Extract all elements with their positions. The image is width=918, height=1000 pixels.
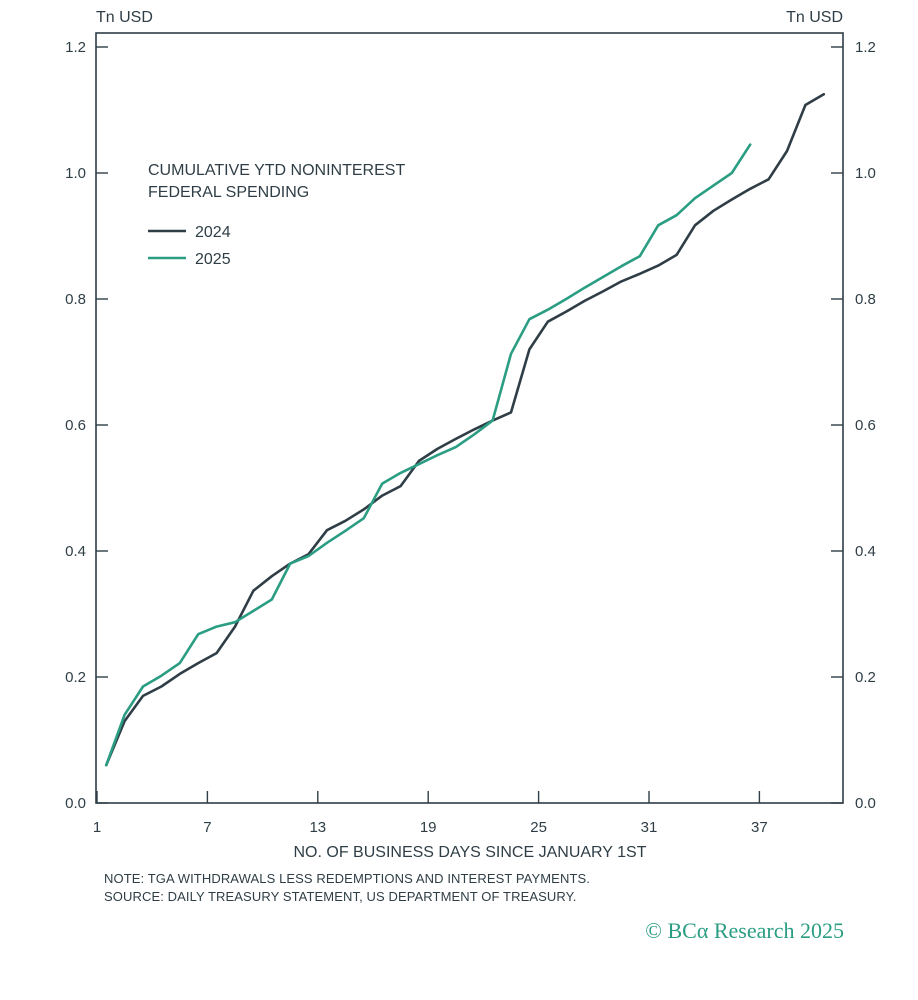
plot-frame bbox=[95, 32, 844, 804]
y-unit-right: Tn USD bbox=[786, 9, 843, 26]
y-unit-left: Tn USD bbox=[96, 9, 153, 26]
y-tick-label-right: 0.0 bbox=[855, 795, 876, 812]
x-tick-label: 25 bbox=[530, 819, 547, 836]
y-tick-label-right: 0.2 bbox=[855, 669, 876, 686]
y-tick-label-left: 0.8 bbox=[65, 291, 86, 308]
x-ticks: 1 7 13 19 25 31 37 bbox=[93, 791, 768, 836]
chart-title-line-2: FEDERAL SPENDING bbox=[148, 184, 309, 201]
legend-label-2025: 2025 bbox=[195, 251, 231, 268]
footnote-note: NOTE: TGA WITHDRAWALS LESS REDEMPTIONS A… bbox=[104, 871, 590, 886]
series-line-2025 bbox=[104, 143, 752, 767]
chart-title: CUMULATIVE YTD NONINTEREST FEDERAL SPEND… bbox=[148, 162, 405, 201]
x-axis-label: NO. OF BUSINESS DAYS SINCE JANUARY 1ST bbox=[294, 844, 647, 860]
y-tick-label-left: 0.0 bbox=[65, 795, 86, 812]
footnote-source: SOURCE: DAILY TREASURY STATEMENT, US DEP… bbox=[104, 889, 577, 904]
x-tick-label: 1 bbox=[93, 819, 101, 836]
chart-title-line-1: CUMULATIVE YTD NONINTEREST bbox=[148, 162, 405, 179]
y-tick-label-right: 0.6 bbox=[855, 417, 876, 434]
y-tick-label-left: 0.2 bbox=[65, 669, 86, 686]
y-tick-label-right: 0.4 bbox=[855, 543, 876, 560]
y-ticks: 0.0 0.0 0.2 0.2 0.4 0.4 0.6 0.6 0.8 0.8 1.0 1.0 1.2 1… bbox=[65, 39, 876, 812]
series-line-2024 bbox=[104, 93, 826, 767]
legend-label-2024: 2024 bbox=[195, 224, 231, 241]
y-tick-label-left: 1.2 bbox=[65, 39, 86, 56]
y-tick-label-right: 0.8 bbox=[855, 291, 876, 308]
x-tick-label: 19 bbox=[420, 819, 437, 836]
y-tick-label-right: 1.0 bbox=[855, 165, 876, 182]
legend: 2024 2025 bbox=[148, 224, 231, 268]
y-tick-label-left: 1.0 bbox=[65, 165, 86, 182]
chart: 0.0 0.0 0.2 0.2 0.4 0.4 0.6 0.6 0.8 0.8 1.0 1.0 1.2 1… bbox=[65, 9, 876, 860]
x-tick-label: 7 bbox=[203, 819, 211, 836]
x-tick-label: 13 bbox=[309, 819, 326, 836]
y-tick-label-left: 0.4 bbox=[65, 543, 86, 560]
plot-border bbox=[95, 32, 844, 804]
x-tick-label: 31 bbox=[641, 819, 658, 836]
copyright-logo: © BCα Research 2025 bbox=[645, 918, 844, 943]
y-tick-label-right: 1.2 bbox=[855, 39, 876, 56]
series-lines bbox=[104, 93, 826, 767]
x-tick-label: 37 bbox=[751, 819, 768, 836]
y-tick-label-left: 0.6 bbox=[65, 417, 86, 434]
